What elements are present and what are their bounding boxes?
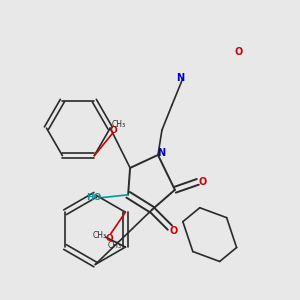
Text: HO: HO xyxy=(87,193,102,202)
Text: O: O xyxy=(110,126,118,135)
Text: O: O xyxy=(170,226,178,236)
Text: CH₃: CH₃ xyxy=(93,231,107,240)
Text: O: O xyxy=(235,47,243,58)
Text: O: O xyxy=(198,177,207,187)
Text: O: O xyxy=(106,234,113,243)
Text: N: N xyxy=(157,148,165,158)
Text: N: N xyxy=(176,73,184,83)
Text: CH₃: CH₃ xyxy=(108,241,122,250)
Text: CH₃: CH₃ xyxy=(112,120,126,129)
